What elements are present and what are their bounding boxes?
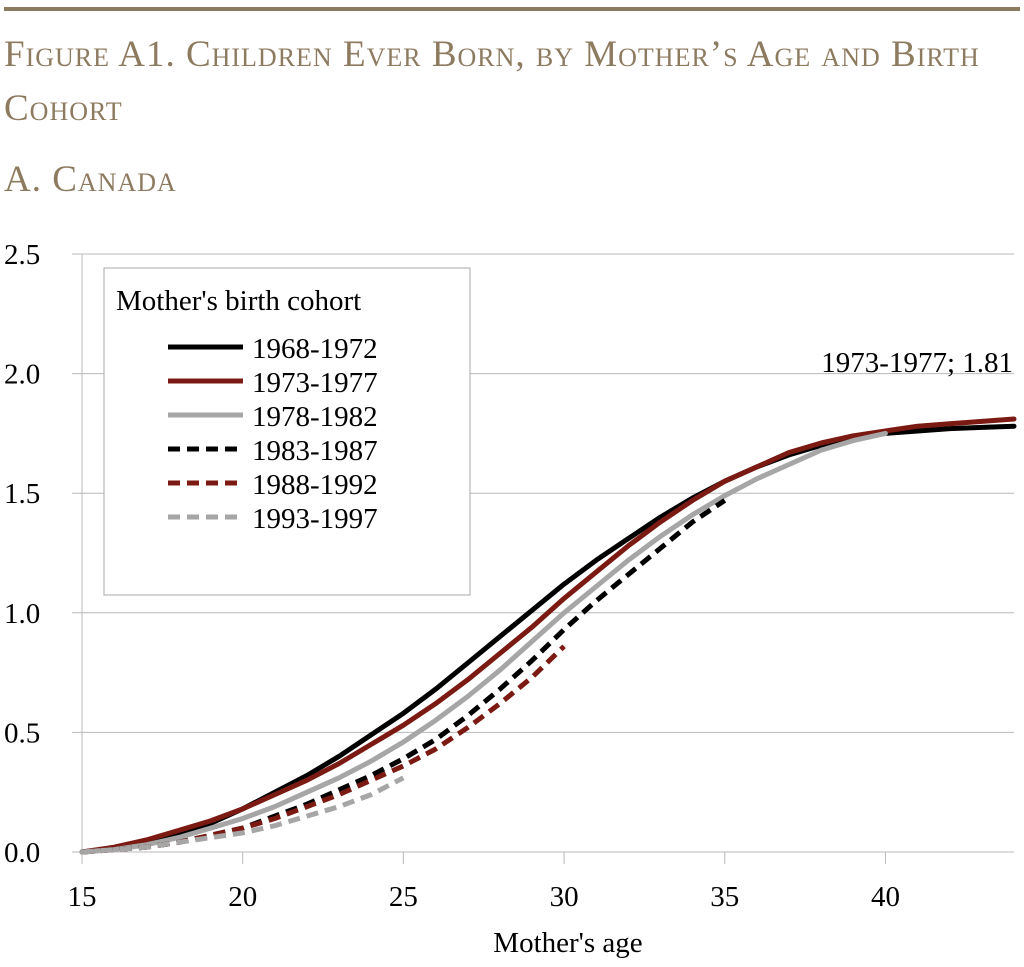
end-annotation: 1973-1977; 1.81 xyxy=(821,347,1013,379)
series-line-1973-1977 xyxy=(79,416,1017,855)
panel-title: A. Canada xyxy=(4,159,177,200)
series-line-1978-1982 xyxy=(79,430,888,855)
series-line-1993-1997 xyxy=(81,775,405,855)
figure-title: Figure A1. Children Ever Born, by Mother… xyxy=(4,34,980,129)
legend-label: 1983-1987 xyxy=(252,435,378,467)
legend-label: 1973-1977 xyxy=(252,367,378,399)
y-tick-label: 1.0 xyxy=(4,598,40,630)
legend-title: Mother's birth cohort xyxy=(116,285,361,317)
y-tick-label: 2.0 xyxy=(4,359,40,391)
legend-label: 1968-1972 xyxy=(252,333,378,365)
x-tick-label: 20 xyxy=(228,881,257,913)
y-tick-label: 0.0 xyxy=(4,837,40,869)
x-tick-label: 15 xyxy=(68,881,97,913)
legend-label: 1988-1992 xyxy=(252,469,378,501)
x-tick-label: 30 xyxy=(550,881,579,913)
x-tick-label: 35 xyxy=(710,881,739,913)
y-tick-label: 1.5 xyxy=(4,478,40,510)
series-line-1983-1987 xyxy=(81,498,727,855)
y-tick-label: 2.5 xyxy=(4,239,40,271)
top-rule xyxy=(4,7,1020,11)
x-axis-label: Mother's age xyxy=(493,927,642,959)
y-tick-label: 0.5 xyxy=(4,717,40,749)
legend-box xyxy=(103,267,471,596)
x-tick-label: 40 xyxy=(871,881,900,913)
legend-label: 1978-1982 xyxy=(252,401,378,433)
x-tick-label: 25 xyxy=(389,881,418,913)
legend-label: 1993-1997 xyxy=(252,503,378,535)
